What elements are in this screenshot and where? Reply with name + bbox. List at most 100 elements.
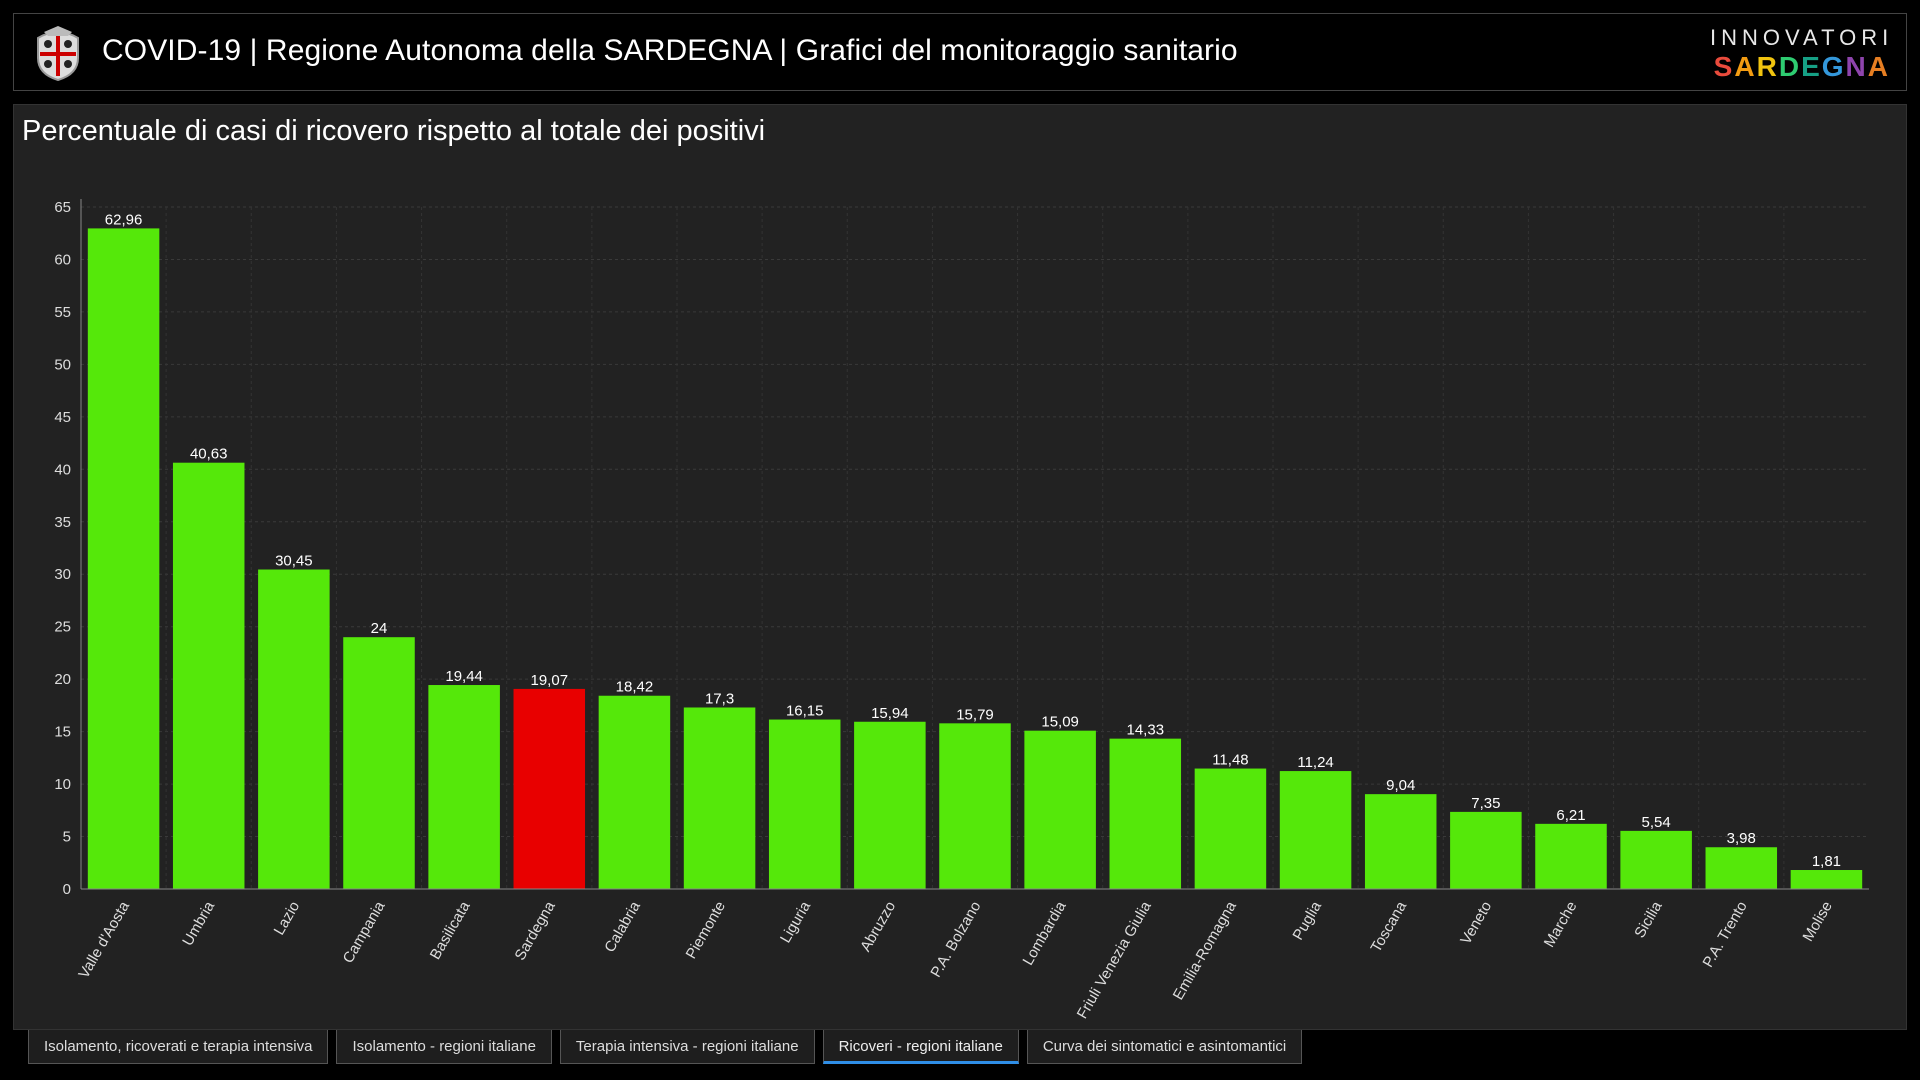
tab-2[interactable]: Terapia intensiva - regioni italiane <box>559 1030 815 1064</box>
app-header: COVID-19 | Regione Autonoma della SARDEG… <box>13 13 1907 91</box>
x-tick-label: Campania <box>340 898 389 966</box>
x-tick-label: Calabria <box>601 898 644 955</box>
y-tick-label: 60 <box>54 251 71 268</box>
data-label: 15,09 <box>1041 714 1079 731</box>
data-label: 16,15 <box>786 703 824 720</box>
data-label: 3,98 <box>1727 830 1756 847</box>
data-label: 14,33 <box>1127 722 1165 739</box>
y-tick-label: 55 <box>54 304 71 321</box>
bar <box>258 569 330 889</box>
x-tick-label: Lombardia <box>1019 898 1069 968</box>
bar <box>343 637 415 889</box>
x-tick-label: P.A. Trento <box>1699 899 1750 971</box>
tab-0[interactable]: Isolamento, ricoverati e terapia intensi… <box>28 1030 329 1064</box>
data-label: 19,07 <box>531 672 569 689</box>
y-tick-label: 45 <box>54 409 71 426</box>
x-tick-label: Lazio <box>271 899 304 939</box>
y-tick-label: 40 <box>54 461 71 478</box>
y-tick-label: 20 <box>54 671 71 688</box>
bar-chart: 0 5 10 15 20 25 30 35 40 45 50 55 60 65 62,96 Valle d'A… <box>54 199 1869 1022</box>
tab-1[interactable]: Isolamento - regioni italiane <box>336 1030 552 1064</box>
tab-3[interactable]: Ricoveri - regioni italiane <box>822 1030 1019 1064</box>
x-tick-label: Sardegna <box>511 898 559 963</box>
bar <box>768 719 841 889</box>
brand-letter: G <box>1821 51 1846 82</box>
x-tick-label: Friuli Venezia Giulia <box>1074 898 1155 1022</box>
brand-letter: A <box>1734 51 1757 82</box>
x-tick-label: Molise <box>1799 899 1835 945</box>
innovatori-sardegna-logo: INNOVATORI SARDEGNA <box>1710 26 1890 82</box>
bar <box>428 685 500 889</box>
bar <box>1194 768 1267 889</box>
data-label: 11,48 <box>1212 752 1248 769</box>
y-tick-label: 65 <box>54 199 71 216</box>
x-tick-label: Liguria <box>777 898 815 946</box>
data-label: 11,24 <box>1297 754 1333 771</box>
brand-top-text: INNOVATORI <box>1710 25 1894 50</box>
tab-4[interactable]: Curva dei sintomatici e asintomantici <box>1026 1030 1303 1064</box>
data-label: 15,94 <box>871 705 909 722</box>
bar <box>1364 794 1437 889</box>
data-label: 15,79 <box>956 706 994 723</box>
brand-letter: R <box>1756 51 1779 82</box>
y-tick-label: 25 <box>54 619 71 636</box>
bar <box>1620 830 1692 889</box>
y-tick-label: 30 <box>54 566 71 583</box>
data-label: 7,35 <box>1471 795 1500 812</box>
bar <box>87 228 160 889</box>
data-label: 18,42 <box>616 679 654 696</box>
bar <box>1279 771 1352 889</box>
data-label: 6,21 <box>1556 807 1585 824</box>
x-tick-label: Emilia-Romagna <box>1170 898 1240 1003</box>
bar <box>854 721 926 889</box>
data-label: 5,54 <box>1642 814 1671 831</box>
y-tick-label: 15 <box>54 724 71 741</box>
data-label: 30,45 <box>275 553 313 570</box>
x-tick-label: Umbria <box>179 898 218 949</box>
x-tick-label: Marche <box>1541 899 1581 951</box>
brand-letter: S <box>1713 51 1735 82</box>
bar <box>172 462 245 889</box>
bar <box>1705 847 1778 889</box>
y-tick-label: 50 <box>54 356 71 373</box>
bar <box>598 695 671 889</box>
x-tick-label: Toscana <box>1368 898 1411 955</box>
brand-letter: A <box>1867 51 1890 82</box>
x-tick-label: Abruzzo <box>857 899 899 955</box>
brand-letter: N <box>1845 51 1868 82</box>
bar <box>1790 870 1863 889</box>
bar <box>1535 823 1607 889</box>
data-label: 1,81 <box>1812 853 1841 870</box>
x-tick-label: Sicilia <box>1631 898 1666 941</box>
data-label: 40,63 <box>190 446 228 463</box>
bar <box>1024 730 1096 889</box>
brand-letter: D <box>1778 51 1802 82</box>
bar <box>1450 811 1522 889</box>
data-label: 9,04 <box>1386 777 1415 794</box>
data-label: 62,96 <box>105 211 143 228</box>
x-tick-label: Piemonte <box>683 899 729 962</box>
bar <box>513 688 586 889</box>
x-tick-label: Valle d'Aosta <box>75 898 133 982</box>
y-tick-label: 35 <box>54 514 71 531</box>
x-tick-label: Veneto <box>1457 899 1495 948</box>
chart-panel: Percentuale di casi di ricovero rispetto… <box>13 104 1907 1030</box>
x-tick-label: Basilicata <box>427 898 474 963</box>
y-tick-label: 0 <box>63 881 71 898</box>
app-title: COVID-19 | Regione Autonoma della SARDEG… <box>102 34 1238 67</box>
y-tick-label: 10 <box>54 776 71 793</box>
data-label: 17,3 <box>705 690 734 707</box>
bar <box>1109 738 1182 889</box>
brand-bottom-text: SARDEGNA <box>1710 52 1890 82</box>
brand-letter: E <box>1801 51 1822 82</box>
y-tick-label: 5 <box>63 829 71 846</box>
bar <box>939 723 1011 889</box>
tab-bar: Isolamento, ricoverati e terapia intensi… <box>28 1030 1303 1066</box>
data-label: 19,44 <box>445 668 483 685</box>
chart-title: Percentuale di casi di ricovero rispetto… <box>22 115 766 147</box>
sardinia-crest-icon <box>37 26 79 82</box>
data-label: 24 <box>371 620 388 637</box>
x-tick-label: P.A. Bolzano <box>927 899 984 981</box>
bar <box>683 707 756 889</box>
x-tick-label: Puglia <box>1289 898 1325 943</box>
